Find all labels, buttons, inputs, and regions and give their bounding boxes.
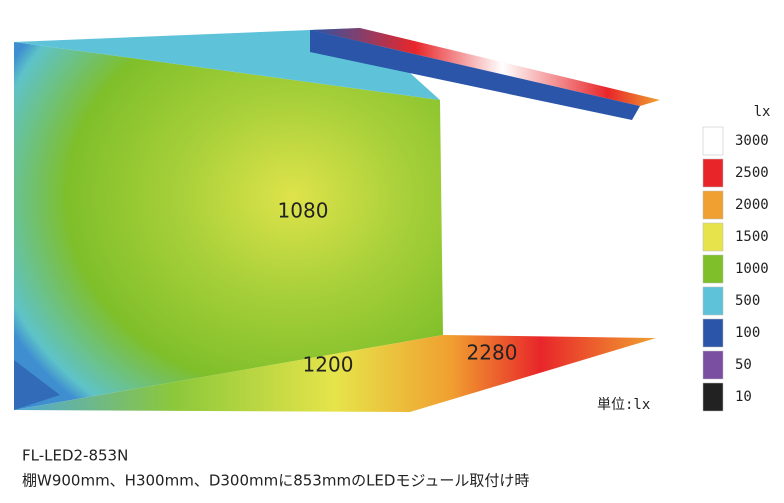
legend-label: 1500: [735, 229, 769, 245]
legend-swatch: [702, 190, 724, 220]
legend-label: 1000: [735, 261, 769, 277]
legend-swatch: [702, 158, 724, 188]
back-wall: [14, 42, 443, 410]
legend-label: 2000: [735, 197, 769, 213]
legend-unit: lx: [754, 104, 771, 120]
legend-swatch: [702, 318, 724, 348]
shelf-underside: [310, 30, 640, 120]
floor: [14, 335, 656, 412]
caption-model: FL-LED2-853N: [22, 447, 128, 465]
illuminance-label: 1080: [278, 199, 329, 223]
floor-shadow: [14, 360, 60, 410]
caption-description: 棚W900mm、H300mm、D300mmに853mmのLEDモジュール取付け時: [22, 472, 529, 490]
legend-swatch: [702, 126, 724, 156]
legend-swatch: [702, 286, 724, 316]
legend-swatch: [702, 254, 724, 284]
illuminance-label: 1200: [303, 353, 354, 377]
legend-label: 500: [735, 293, 760, 309]
illuminance-label: 2280: [467, 341, 518, 365]
legend-swatch: [702, 222, 724, 252]
legend-label: 10: [735, 389, 752, 405]
legend-label: 50: [735, 357, 752, 373]
shelf-edge: [310, 28, 660, 106]
legend-label: 3000: [735, 133, 769, 149]
legend: 3000 2500 2000 1500 1000 500 100 50 10: [702, 126, 769, 412]
legend-label: 2500: [735, 165, 769, 181]
legend-label: 100: [735, 325, 760, 341]
legend-swatch: [702, 350, 724, 380]
unit-note: 単位:lx: [597, 397, 650, 413]
legend-swatch: [702, 382, 724, 412]
